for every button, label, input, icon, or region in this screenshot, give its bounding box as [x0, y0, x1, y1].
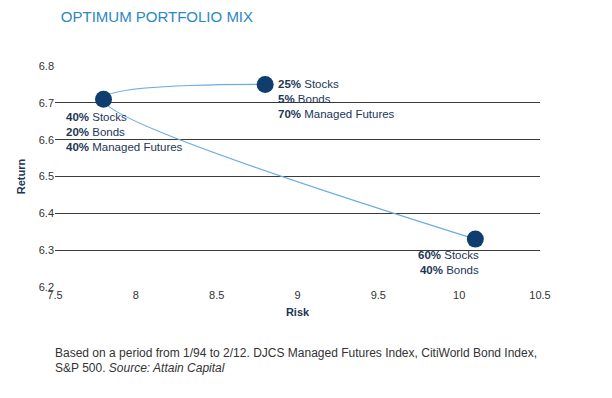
- svg-text:6.4: 6.4: [39, 207, 54, 219]
- svg-text:Risk: Risk: [286, 306, 310, 318]
- svg-text:8: 8: [133, 289, 139, 301]
- svg-text:OPTIMUM PORTFOLIO MIX: OPTIMUM PORTFOLIO MIX: [61, 8, 253, 25]
- svg-text:6.5: 6.5: [39, 170, 54, 182]
- svg-text:6.6: 6.6: [39, 134, 54, 146]
- svg-text:Return: Return: [15, 159, 27, 195]
- svg-text:25% Stocks5% Bonds70% Managed: 25% Stocks5% Bonds70% Managed Futures: [278, 78, 395, 120]
- svg-text:10.5: 10.5: [529, 289, 550, 301]
- svg-text:10: 10: [453, 289, 465, 301]
- svg-text:9: 9: [294, 289, 300, 301]
- svg-text:6.7: 6.7: [39, 97, 54, 109]
- svg-text:6.3: 6.3: [39, 244, 54, 256]
- html-text:Based on a period from 1/94 to: Based on a period from 1/94 to 2/12. DJC…: [55, 346, 537, 375]
- svg-text:9.5: 9.5: [371, 289, 386, 301]
- svg-text:40% Stocks20% Bonds40% Managed: 40% Stocks20% Bonds40% Managed Futures: [66, 111, 183, 153]
- svg-text:60% Stocks40% Bonds: 60% Stocks40% Bonds: [418, 249, 479, 276]
- svg-text:6.8: 6.8: [39, 60, 54, 72]
- svg-text:6.2: 6.2: [39, 281, 54, 293]
- svg-text:7.5: 7.5: [47, 289, 62, 301]
- svg-text:8.5: 8.5: [209, 289, 224, 301]
